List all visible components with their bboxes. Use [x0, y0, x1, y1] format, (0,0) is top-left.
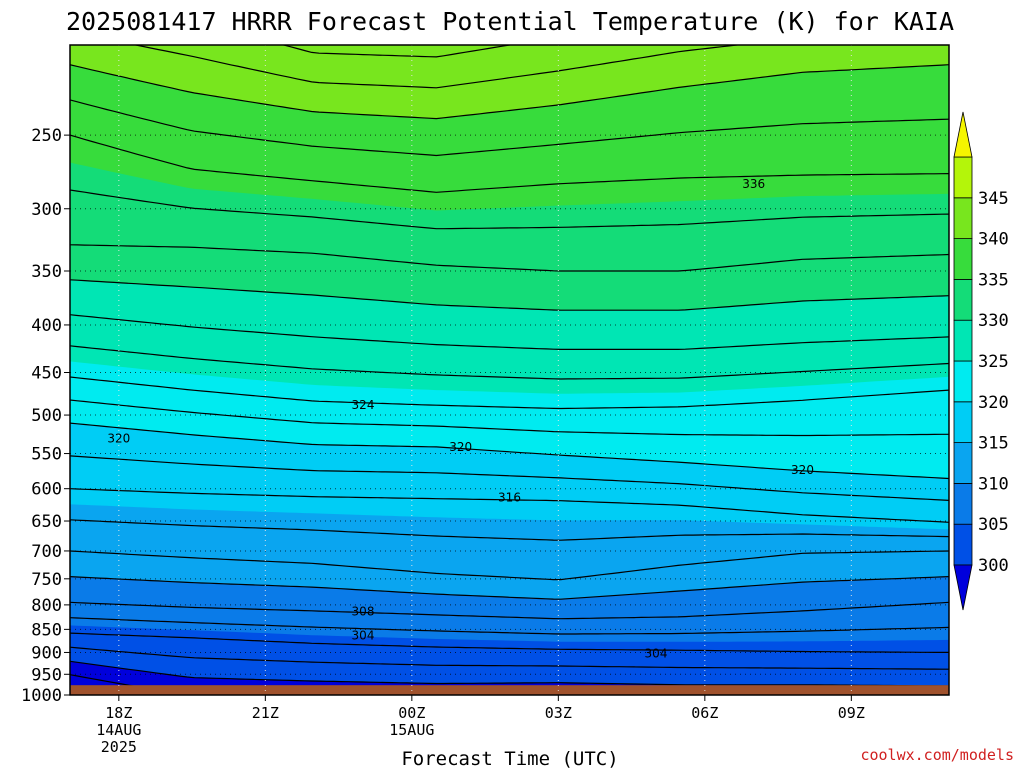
x-tick-date-label: 15AUG — [389, 721, 434, 739]
colorbar-tick-label: 310 — [978, 474, 1009, 494]
colorbar-box-330 — [953, 278, 973, 321]
x-tick-label: 09Z — [838, 704, 865, 722]
colorbar-tick-label: 315 — [978, 434, 1009, 454]
isentrope-306 — [70, 617, 949, 635]
isentrope-338 — [70, 99, 949, 157]
terrain-layer — [70, 685, 949, 695]
colorbar-tick-label: 330 — [978, 311, 1009, 331]
y-tick-label: 650 — [31, 512, 62, 532]
colorbar-tick-label: 320 — [978, 393, 1009, 413]
y-tick-label: 450 — [31, 364, 62, 384]
colorbar-tick-label: 305 — [978, 515, 1009, 535]
y-tick-label: 750 — [31, 570, 62, 590]
colorbar-bottom-arrow — [953, 564, 973, 611]
y-tick-label: 250 — [31, 126, 62, 146]
contour-label: 336 — [742, 177, 765, 191]
isentrope-332 — [70, 244, 949, 272]
y-tick-label: 300 — [31, 200, 62, 220]
colorbar-box-305 — [953, 482, 973, 525]
isentrope-302 — [70, 646, 949, 670]
contour-label: 308 — [352, 604, 375, 618]
y-tick-label: 600 — [31, 480, 62, 500]
y-tick-label: 700 — [31, 542, 62, 562]
isentrope-312 — [70, 550, 949, 581]
isentrope-314 — [70, 519, 949, 541]
y-tick-label: 400 — [31, 316, 62, 336]
x-axis-label: Forecast Time (UTC) — [401, 748, 618, 768]
plot-frame — [69, 44, 950, 696]
x-tick-label: 00Z — [398, 704, 425, 722]
isentrope-320 — [70, 422, 949, 480]
colorbar-box-315 — [953, 401, 973, 443]
x-tick-label: 06Z — [691, 704, 718, 722]
contour-label: 320 — [791, 463, 814, 477]
colorbar-top-arrow — [953, 111, 973, 158]
isentrope-340 — [70, 64, 949, 120]
colorbar-tick-label: 325 — [978, 352, 1009, 372]
contour-label: 316 — [498, 490, 521, 504]
x-tick-label: 03Z — [545, 704, 572, 722]
colorbar-box-325 — [953, 319, 973, 362]
isentrope-336 — [70, 134, 949, 193]
isentrope-304 — [70, 632, 949, 653]
contour-label: 320 — [449, 440, 472, 454]
colorbar-tick-label: 300 — [978, 556, 1009, 576]
y-tick-label: 350 — [31, 262, 62, 282]
colorbar-box-300 — [953, 523, 973, 566]
isentrope-328 — [70, 314, 949, 350]
colorbar-tick-label: 335 — [978, 270, 1009, 290]
isentrope-318 — [70, 455, 949, 501]
isentrope-contour-layer — [70, 45, 949, 695]
isentrope-310 — [70, 576, 949, 600]
isentrope-316 — [70, 488, 949, 523]
isentrope-308 — [70, 601, 949, 620]
colorbar: 300 305 310 315 320 325 330 335 340 345 — [953, 111, 1009, 611]
isentrope-330 — [70, 279, 949, 311]
isentrope-324 — [70, 376, 949, 410]
y-tick-label: 950 — [31, 665, 62, 685]
colorbar-box-320 — [953, 360, 973, 403]
temperature-fill-layer — [70, 45, 949, 695]
colorbar-box-310 — [953, 442, 973, 484]
colorbar-tick-label: 345 — [978, 189, 1009, 209]
isentrope-334 — [70, 189, 949, 230]
chart-title: 2025081417 HRRR Forecast Potential Tempe… — [66, 7, 954, 36]
y-tick-label: 850 — [31, 620, 62, 640]
isentrope-322 — [70, 399, 949, 437]
y-tick-label: 550 — [31, 445, 62, 465]
contour-label: 304 — [645, 646, 668, 660]
grid-layer — [70, 45, 949, 696]
x-tick-label: 18Z — [105, 704, 132, 722]
colorbar-box-340 — [953, 197, 973, 240]
contour-label: 320 — [107, 432, 130, 446]
ground-terrain — [70, 685, 949, 695]
y-tick-label: 500 — [31, 406, 62, 426]
y-tick-label: 800 — [31, 596, 62, 616]
contour-label: 304 — [352, 628, 375, 642]
isentrope-300 — [70, 660, 949, 687]
isentrope-342 — [132, 45, 743, 89]
colorbar-box-335 — [953, 238, 973, 280]
colorbar-box-345 — [953, 156, 973, 199]
isentrope-326 — [70, 345, 949, 380]
x-tick-label: 21Z — [252, 704, 279, 722]
colorbar-tick-label: 340 — [978, 230, 1009, 250]
x-tick-date-label: 14AUG — [96, 721, 141, 739]
y-axis: 250 300 350 400 450 500 550 600 650 700 750 800 850 9… — [21, 126, 70, 706]
y-tick-label: 900 — [31, 643, 62, 663]
contour-label: 324 — [352, 398, 375, 412]
y-tick-label: 1000 — [21, 686, 62, 706]
x-tick-year-label: 2025 — [101, 738, 137, 756]
contour-label-layer: 336 324 320 320 320 316 308 304 304 — [107, 177, 814, 661]
credit-text: coolwx.com/models — [860, 746, 1014, 764]
